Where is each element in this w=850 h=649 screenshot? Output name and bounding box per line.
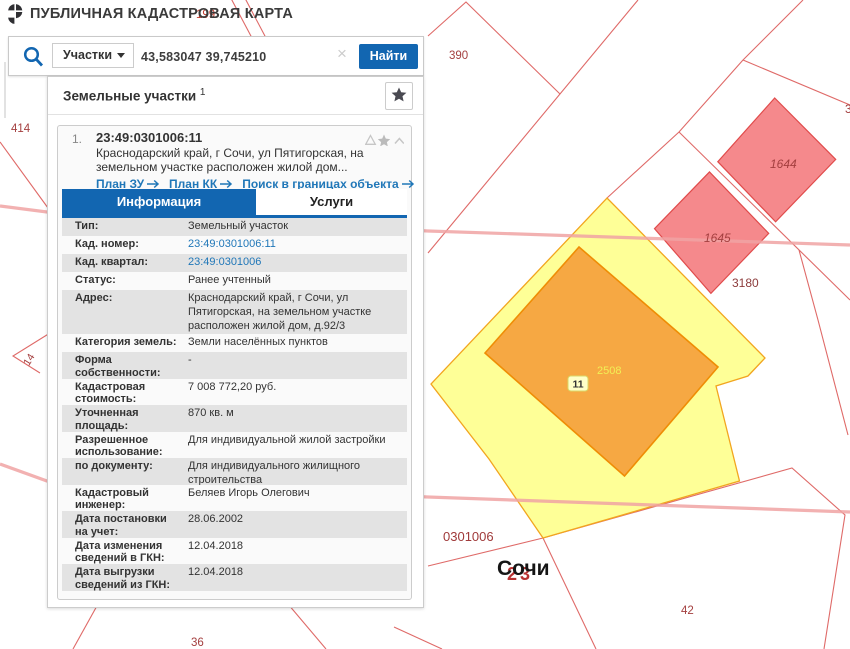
svg-text:0301006: 0301006 [443,529,494,544]
svg-text:11: 11 [572,379,583,391]
svg-text:14: 14 [21,352,37,368]
svg-text:3180: 3180 [732,276,759,290]
svg-text:390: 390 [449,50,468,62]
svg-text:Сочи: Сочи [497,557,550,580]
svg-text:3: 3 [845,102,850,116]
svg-text:1644: 1644 [770,157,797,171]
svg-text:42: 42 [681,605,694,617]
svg-text:414: 414 [11,123,31,135]
svg-text:23: 23 [507,564,533,584]
svg-text:2508: 2508 [597,365,621,377]
svg-text:199: 199 [196,9,215,21]
svg-text:36: 36 [191,637,204,649]
svg-text:1645: 1645 [704,231,731,245]
